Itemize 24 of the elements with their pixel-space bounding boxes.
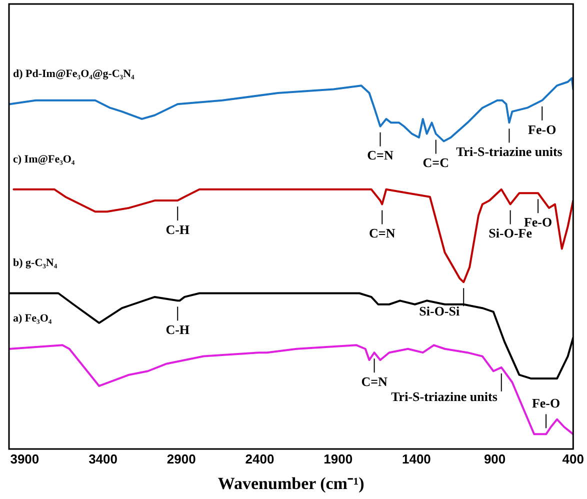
annotation: Fe-O xyxy=(528,122,556,137)
x-axis-title: Wavenumber (cm⁻¹) xyxy=(218,474,364,494)
x-tick-label: 3400 xyxy=(88,451,118,466)
annotation: Si-O-Si xyxy=(419,303,460,318)
annotation: C=N xyxy=(369,226,396,241)
x-tick-label: 1400 xyxy=(402,451,431,466)
series-label: a) Fe₃O₄ xyxy=(13,312,52,325)
annotation: C=N xyxy=(367,148,394,163)
x-tick-label: 2900 xyxy=(166,451,196,466)
annotation: C-H xyxy=(166,222,190,237)
x-tick-label: 3900 xyxy=(10,451,40,466)
text: b) g-C₃N₄ xyxy=(13,257,58,270)
x-tick-label: 900 xyxy=(484,451,506,466)
x-tick-label: 2400 xyxy=(245,451,274,466)
x-tick-label: 1900 xyxy=(324,451,353,466)
annotation: Tri-S-triazine units xyxy=(391,388,498,404)
text: c) Im@Fe₃O₄ xyxy=(13,153,76,166)
annotation: C-H xyxy=(166,322,190,338)
annotation: C=C xyxy=(422,155,449,170)
annotation: Fe-O xyxy=(532,396,560,411)
annotation: C=N xyxy=(361,374,388,389)
text: d) Pd-Im@Fe₃O₄@g-C₃N₄ xyxy=(13,68,136,80)
x-tick-label: 400 xyxy=(562,451,584,466)
annotation: Tri-S-triazine units xyxy=(456,144,562,160)
